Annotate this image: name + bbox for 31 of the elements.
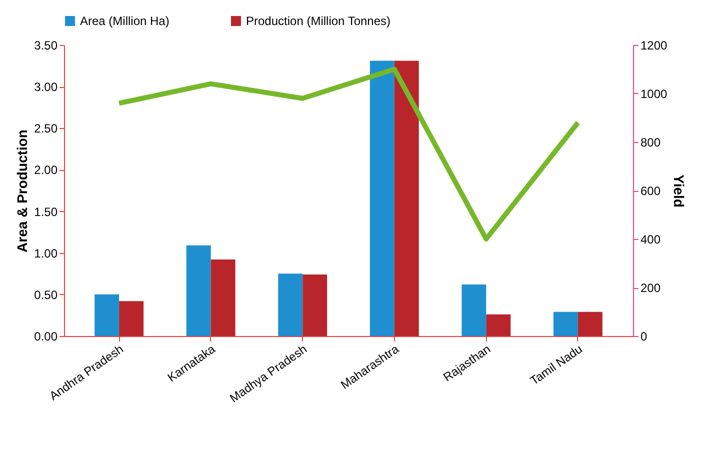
y2-tick-label: 600 (640, 184, 661, 198)
y2-tick-label: 200 (640, 281, 661, 295)
y2-tick-label: 400 (640, 232, 661, 246)
y-tick-label: 2.00 (34, 163, 58, 178)
y2-tick-label: 1200 (640, 38, 668, 52)
y-tick-label: 1.50 (34, 204, 58, 219)
bar (370, 60, 394, 336)
y-tick-label: 3.00 (34, 80, 58, 94)
bar (210, 260, 236, 336)
bar (394, 60, 419, 336)
y-tick-label: 1.00 (34, 246, 58, 260)
bar (94, 294, 120, 336)
y-tick-label: 2.50 (34, 122, 58, 136)
bar (553, 312, 578, 336)
bar (302, 274, 328, 336)
y2-tick-label: 1000 (640, 87, 668, 101)
bar (578, 312, 602, 336)
legend-label: Area (Million Ha) (80, 14, 170, 28)
bar (486, 314, 511, 336)
y-tick-label: 3.50 (34, 38, 58, 52)
y-tick-label: 0.50 (34, 288, 58, 302)
y2-tick-label: 0 (640, 330, 648, 344)
bar (278, 274, 303, 336)
bar (119, 301, 144, 336)
bar (462, 284, 486, 336)
y2-axis-title: Yield (671, 174, 688, 208)
bar (186, 245, 211, 336)
legend-label: Production (Million Tonnes) (246, 14, 391, 28)
y-axis-title: Area & Production (14, 130, 30, 252)
y-tick-label: 0.00 (34, 330, 58, 344)
y2-tick-label: 800 (640, 136, 661, 150)
